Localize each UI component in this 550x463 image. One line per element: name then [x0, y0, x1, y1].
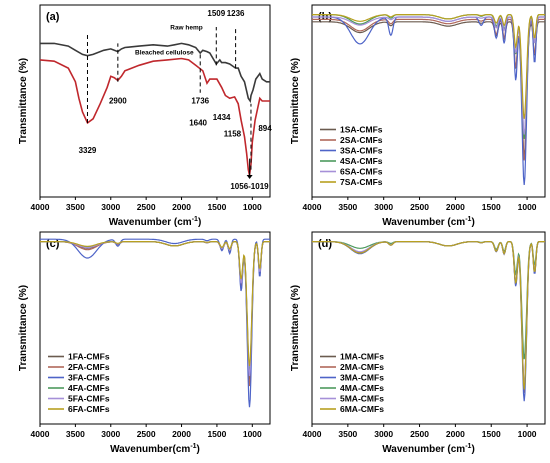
- x-axis-label: Wavenumber (cm-1): [109, 216, 202, 228]
- x-axis-label-tail: ): [471, 444, 474, 455]
- legend-label-3: 4SA-CMFs: [340, 156, 383, 166]
- plot-frame: [39, 231, 271, 425]
- x-axis-label-main: Wavenumber(cm: [110, 444, 190, 455]
- x-tick-label: 2500: [137, 202, 156, 212]
- legend-label-5: 6MA-CMFs: [340, 404, 384, 414]
- x-tick-label: 3500: [338, 202, 357, 212]
- plot-frame: [39, 4, 271, 198]
- legend-label-3: 4MA-CMFs: [340, 383, 384, 393]
- legend-label-5: 7SA-CMFs: [340, 177, 383, 187]
- x-tick-label: 2000: [446, 202, 465, 212]
- peak-annotation: 894: [258, 124, 272, 133]
- peak-annotation: 3329: [79, 146, 97, 155]
- legend-label-2: 3SA-CMFs: [340, 146, 383, 156]
- x-axis-label: Wavenumber (cm-1): [382, 443, 475, 455]
- x-axis-label-main: Wavenumber (cm: [382, 444, 465, 455]
- x-axis-label-sup: -1: [465, 443, 471, 450]
- series-line-1: [40, 57, 270, 176]
- legend-label-5: 6FA-CMFs: [68, 404, 110, 414]
- x-axis-label-tail: ): [471, 217, 474, 228]
- series-line-5: [312, 13, 545, 119]
- series-line-5: [312, 241, 545, 390]
- x-tick-label: 1500: [207, 202, 226, 212]
- peak-annotation: Bleached cellulose: [135, 49, 194, 56]
- peak-annotation: 1736: [191, 97, 209, 106]
- legend-label-1: 2FA-CMFs: [68, 362, 110, 372]
- x-tick-label: 1500: [482, 429, 501, 439]
- y-axis-label: Transmittance (%): [290, 285, 301, 371]
- peak-annotation: 1158: [224, 130, 242, 139]
- x-tick-label: 3000: [374, 202, 393, 212]
- x-tick-label: 2500: [410, 202, 429, 212]
- peak-annotation: 2900: [109, 97, 127, 106]
- legend-label-4: 6SA-CMFs: [340, 167, 383, 177]
- x-tick-label: 2000: [446, 429, 465, 439]
- x-axis-label: Wavenumber (cm-1): [382, 216, 475, 228]
- series-line-5: [40, 241, 270, 366]
- x-axis-label-tail: ): [197, 444, 200, 455]
- y-axis-label: Transmittance (%): [18, 285, 29, 371]
- series-line-4: [312, 16, 545, 135]
- x-tick-label: 2000: [172, 202, 191, 212]
- peak-annotation: 1056-1019: [230, 182, 269, 191]
- x-tick-label: 1000: [518, 429, 537, 439]
- x-axis-label: Wavenumber(cm-1): [110, 443, 200, 455]
- peak-annotation: 1509: [207, 9, 225, 18]
- x-tick-label: 2500: [410, 429, 429, 439]
- x-tick-label: 4000: [303, 202, 322, 212]
- x-axis-label-sup: -1: [465, 216, 471, 223]
- series-line-0: [40, 42, 270, 104]
- x-tick-label: 1000: [243, 202, 262, 212]
- x-tick-label: 3500: [66, 429, 85, 439]
- x-tick-label: 3500: [338, 429, 357, 439]
- x-tick-label: 3000: [101, 429, 120, 439]
- peak-annotation: 1236: [227, 9, 245, 18]
- x-axis-label-sup: -1: [192, 216, 198, 223]
- legend-label-1: 2SA-CMFs: [340, 135, 383, 145]
- series-line-3: [312, 14, 545, 139]
- legend-label-2: 3FA-CMFs: [68, 373, 110, 383]
- legend-label-4: 5MA-CMFs: [340, 394, 384, 404]
- arrow-head: [246, 175, 253, 180]
- legend-label-3: 4FA-CMFs: [68, 383, 110, 393]
- chart-panel-3: 4000 3500 3000 2500 2000 1500 1000 Wavenumber (…: [290, 231, 546, 455]
- peak-annotation: Raw hemp: [170, 25, 203, 32]
- chart-panel-2: 4000 3500 3000 2500 2000 1500 1000 Wavenumber(c…: [18, 231, 271, 455]
- legend-label-1: 2MA-CMFs: [340, 362, 384, 372]
- y-axis-label: Transmittance (%): [18, 58, 29, 144]
- x-tick-label: 2500: [137, 429, 156, 439]
- plot-frame: [311, 231, 546, 425]
- legend-label-0: 1MA-CMFs: [340, 352, 384, 362]
- legend-label-4: 5FA-CMFs: [68, 394, 110, 404]
- x-tick-label: 3500: [66, 202, 85, 212]
- x-tick-label: 1000: [243, 429, 262, 439]
- peak-annotation: 1640: [189, 119, 207, 128]
- x-tick-label: 4000: [31, 429, 50, 439]
- legend-label-2: 3MA-CMFs: [340, 373, 384, 383]
- x-tick-label: 3000: [374, 429, 393, 439]
- x-axis-label-main: Wavenumber (cm: [382, 217, 465, 228]
- x-axis-label-main: Wavenumber (cm: [109, 217, 192, 228]
- chart-panel-0: 4000 3500 3000 2500 2000 1500 1000 Wavenumber (…: [18, 4, 272, 228]
- x-tick-label: 4000: [303, 429, 322, 439]
- x-tick-label: 1500: [207, 429, 226, 439]
- x-tick-label: 1000: [518, 202, 537, 212]
- x-axis-label-sup: -1: [190, 443, 196, 450]
- panel-label: (a): [46, 11, 60, 23]
- y-axis-label: Transmittance (%): [290, 58, 301, 144]
- x-tick-label: 3000: [101, 202, 120, 212]
- panel-label: (d): [318, 238, 332, 250]
- plot-frame: [311, 4, 546, 198]
- x-axis-label-tail: ): [198, 217, 201, 228]
- x-tick-label: 1500: [482, 202, 501, 212]
- chart-panel-1: 4000 3500 3000 2500 2000 1500 1000 Wavenumber (…: [290, 4, 546, 228]
- series-line-3: [312, 241, 545, 360]
- x-tick-label: 4000: [31, 202, 50, 212]
- x-tick-label: 2000: [172, 429, 191, 439]
- legend-label-0: 1SA-CMFs: [340, 125, 383, 135]
- legend-label-0: 1FA-CMFs: [68, 352, 110, 362]
- peak-annotation: 1434: [213, 113, 231, 122]
